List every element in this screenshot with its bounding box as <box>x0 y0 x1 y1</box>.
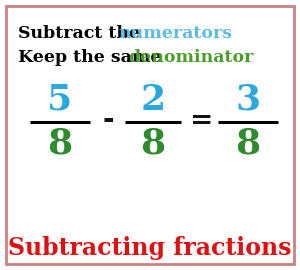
Text: 5: 5 <box>47 83 73 117</box>
Text: Subtract the: Subtract the <box>18 25 146 42</box>
Text: 2: 2 <box>140 83 166 117</box>
Text: 8: 8 <box>47 127 73 161</box>
Text: 8: 8 <box>140 127 166 161</box>
Text: 8: 8 <box>236 127 261 161</box>
Text: numerators: numerators <box>118 25 232 42</box>
Text: Keep the same: Keep the same <box>18 49 167 66</box>
Text: Subtracting fractions: Subtracting fractions <box>8 236 292 260</box>
Text: =: = <box>190 107 214 134</box>
Text: denominator: denominator <box>128 49 254 66</box>
Text: -: - <box>102 106 114 133</box>
Text: 3: 3 <box>236 83 261 117</box>
FancyBboxPatch shape <box>6 6 294 264</box>
